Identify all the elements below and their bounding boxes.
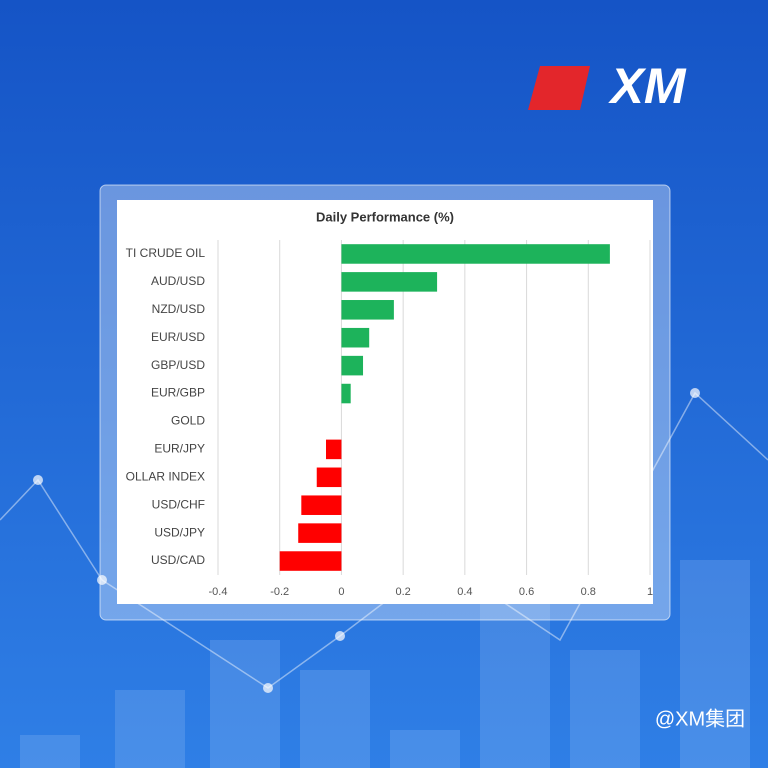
logo: XM	[528, 58, 687, 114]
x-tick-label: 0.4	[457, 586, 472, 598]
x-tick-label: 0.6	[519, 586, 534, 598]
bar	[341, 383, 351, 404]
y-tick-label: EUR/USD	[151, 330, 205, 344]
bar	[279, 551, 342, 571]
x-tick-label: 0.2	[395, 586, 410, 598]
y-tick-label: USD/JPY	[154, 525, 205, 539]
y-tick-label: AUD/USD	[151, 274, 205, 288]
x-tick-label: 0.8	[581, 586, 596, 598]
y-tick-label: NZD/USD	[152, 302, 206, 316]
chart-title: Daily Performance (%)	[316, 209, 454, 224]
bar	[341, 244, 610, 264]
bar	[298, 523, 342, 543]
bar	[301, 495, 342, 515]
decor-bars	[20, 560, 750, 768]
y-tick-label: OLLAR INDEX	[126, 469, 205, 483]
y-tick-label: GOLD	[171, 414, 205, 428]
bar	[341, 300, 394, 320]
y-tick-label: USD/CAD	[151, 553, 205, 567]
bar	[326, 439, 342, 460]
y-tick-label: USD/CHF	[152, 497, 205, 511]
y-tick-label: EUR/GBP	[151, 386, 205, 400]
y-tick-label: GBP/USD	[151, 358, 205, 372]
bar	[341, 327, 370, 348]
x-tick-label: -0.4	[209, 586, 228, 598]
plot: -0.4 -0.2 0 0.2 0.4 0.6 0.8 1 TI CRUDE OIL AUD/US…	[126, 240, 653, 598]
x-tick-label: -0.2	[270, 586, 289, 598]
x-tick-label: 1	[647, 586, 653, 598]
watermark: @XM集团	[655, 707, 745, 730]
y-tick-label: TI CRUDE OIL	[126, 246, 206, 260]
x-tick-label: 0	[338, 586, 344, 598]
bar	[316, 467, 342, 488]
bar	[341, 272, 438, 292]
chart-panel	[117, 200, 653, 604]
bar	[341, 355, 364, 376]
y-tick-label: EUR/JPY	[154, 442, 205, 456]
logo-text: XM	[608, 58, 687, 114]
